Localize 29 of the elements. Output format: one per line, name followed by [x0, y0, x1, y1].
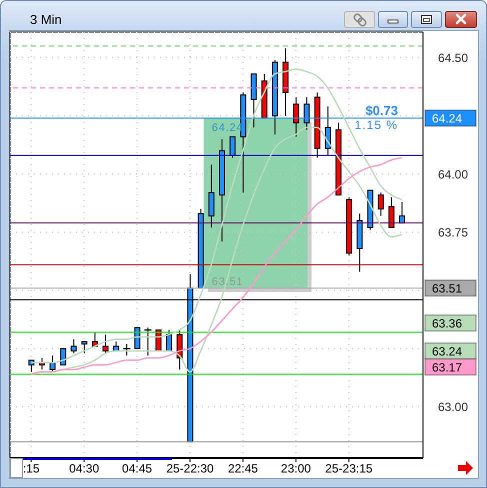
x-tick-label: :15	[22, 462, 40, 476]
y-tick-label: 64.00	[438, 167, 468, 182]
text: 63.24	[432, 344, 462, 358]
x-tick-label: 04:30	[69, 462, 100, 476]
candlestick	[60, 348, 66, 366]
annotation: 1.15 %	[354, 118, 398, 132]
y-tick-label: 63.00	[438, 400, 468, 414]
x-tick-label: 22:45	[228, 462, 258, 476]
x-tick-label: 25-23:15	[325, 462, 373, 476]
x-tick-label: 25-22:30	[166, 462, 214, 476]
y-tick-label: 64.50	[438, 50, 468, 65]
candlestick	[388, 196, 394, 228]
text: 63.17	[432, 360, 462, 374]
chart-title: 3 Min	[30, 11, 62, 29]
candlestick	[378, 192, 384, 216]
text: 63.36	[432, 316, 462, 330]
candlestick	[208, 164, 214, 228]
x-tick-label: 23:00	[280, 462, 312, 476]
ref-line-label: 63.51	[432, 282, 462, 296]
annotation: 63.51	[212, 276, 244, 288]
candlestick	[81, 341, 88, 354]
ref-line-label: 64.24	[432, 112, 462, 126]
candlestick	[293, 96, 300, 138]
candlestick	[70, 338, 77, 354]
candlestick	[230, 136, 236, 158]
y-tick-label: 63.75	[438, 225, 468, 240]
candlestick	[102, 334, 109, 354]
x-tick-label: 04:45	[122, 462, 152, 476]
annotation: $0.73	[365, 103, 398, 118]
